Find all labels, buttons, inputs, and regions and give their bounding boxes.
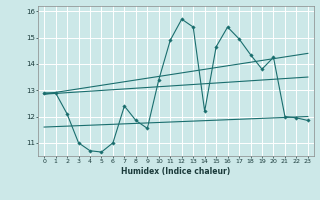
X-axis label: Humidex (Indice chaleur): Humidex (Indice chaleur)	[121, 167, 231, 176]
